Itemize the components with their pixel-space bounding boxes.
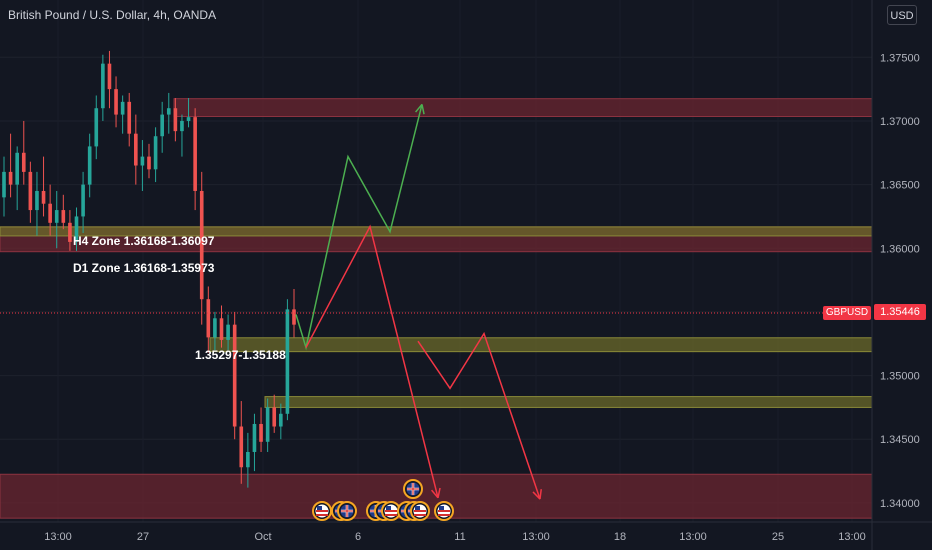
price-tick-label: 1.37500 (880, 52, 920, 64)
candle-body (140, 156, 145, 166)
time-tick-label: 11 (454, 531, 465, 543)
candle-body (81, 184, 85, 217)
candle-body (259, 423, 263, 442)
chart-title: British Pound / U.S. Dollar, 4h, OANDA (8, 8, 217, 22)
price-tick-label: 1.36500 (880, 180, 920, 192)
price-tick-label: 1.37000 (880, 116, 920, 128)
candle-body (41, 190, 46, 204)
candle-body (127, 101, 132, 134)
candle-body (219, 318, 224, 340)
demand-zone (264, 396, 873, 408)
us-flag-event-icon[interactable] (381, 501, 401, 521)
candle-body (173, 108, 178, 132)
price-tick-label: 1.35000 (880, 371, 920, 383)
grid (0, 56, 872, 504)
range-label: 1.35297-1.35188 (195, 348, 286, 362)
last-price-tag: 1.35446 (874, 304, 926, 320)
candle-body (147, 156, 151, 170)
candle-body (232, 324, 237, 427)
candle-body (15, 152, 19, 185)
green-projection-path (295, 104, 423, 351)
time-tick-label: 13:00 (44, 531, 72, 543)
red-arrow-head (431, 489, 439, 499)
candle-body (35, 190, 39, 211)
candle-body (213, 318, 217, 338)
red-projection-path (417, 331, 541, 500)
time-tick-label: 13:00 (522, 531, 550, 543)
candle-body (272, 407, 277, 427)
candle-body (120, 101, 125, 115)
time-tick-label: 13:00 (679, 531, 707, 543)
time-tick-label: 27 (137, 531, 149, 543)
projection-paths (295, 103, 542, 500)
candle-body (107, 63, 112, 90)
candle-body (180, 120, 184, 132)
candle-body (87, 146, 92, 185)
candle-body (74, 216, 79, 242)
candle-body (193, 117, 197, 191)
candle-body (265, 407, 270, 442)
time-axis: 13:00 27 Oct 6 11 13:00 18 13:00 25 13:00 (44, 531, 866, 543)
red-arrow-head (532, 491, 541, 500)
candle-body (68, 222, 72, 242)
us-flag-event-icon[interactable] (434, 501, 454, 521)
candle-body (2, 171, 6, 198)
currency-button[interactable]: USD (887, 5, 917, 25)
candle-body (21, 152, 26, 172)
candles (2, 50, 296, 488)
candle-body (239, 426, 244, 468)
candle-body (285, 309, 290, 414)
candle-body (252, 423, 257, 452)
candle-body (153, 136, 158, 170)
symbol-tag: GBPUSD (823, 306, 871, 320)
us-flag-event-icon[interactable] (410, 501, 430, 521)
candle-body (61, 210, 66, 223)
candle-body (226, 324, 230, 340)
candle-body (206, 299, 211, 338)
candle-body (166, 108, 171, 115)
price-tick-label: 1.36000 (880, 243, 920, 255)
h4-zone-label: H4 Zone 1.36168-1.36097 (73, 234, 215, 248)
candle-body (279, 413, 283, 427)
red-projection-path (305, 224, 439, 498)
candle-body (101, 63, 105, 109)
candle-body (246, 451, 250, 468)
candle-body (186, 117, 191, 121)
time-tick-label: 6 (355, 531, 361, 543)
candle-body (48, 203, 52, 223)
time-tick-label: Oct (254, 531, 271, 543)
candle-body (54, 210, 59, 223)
us-flag-event-icon[interactable] (312, 501, 332, 521)
candle-body (114, 89, 118, 115)
candle-body (199, 190, 204, 300)
d1-zone-label: D1 Zone 1.36168-1.35973 (73, 261, 215, 275)
supply-zone (173, 98, 873, 117)
uk-flag-event-icon[interactable] (403, 479, 423, 499)
price-tick-label: 1.34000 (880, 498, 920, 510)
candle-body (134, 133, 138, 166)
red-arrow-head (437, 487, 441, 498)
time-tick-label: 25 (772, 531, 784, 543)
green-arrow-head (421, 104, 425, 115)
candle-body (28, 171, 33, 211)
candle-body (94, 108, 99, 147)
candle-body (160, 114, 164, 137)
economic-events (312, 479, 454, 521)
candle-body (292, 309, 296, 325)
price-tick-label: 1.34500 (880, 434, 920, 446)
uk-flag-event-icon[interactable] (337, 501, 357, 521)
time-tick-label: 18 (614, 531, 626, 543)
green-arrow-head (415, 103, 423, 113)
candle-body (8, 171, 13, 185)
red-arrow-head (539, 489, 542, 500)
time-tick-label: 13:00 (838, 531, 866, 543)
